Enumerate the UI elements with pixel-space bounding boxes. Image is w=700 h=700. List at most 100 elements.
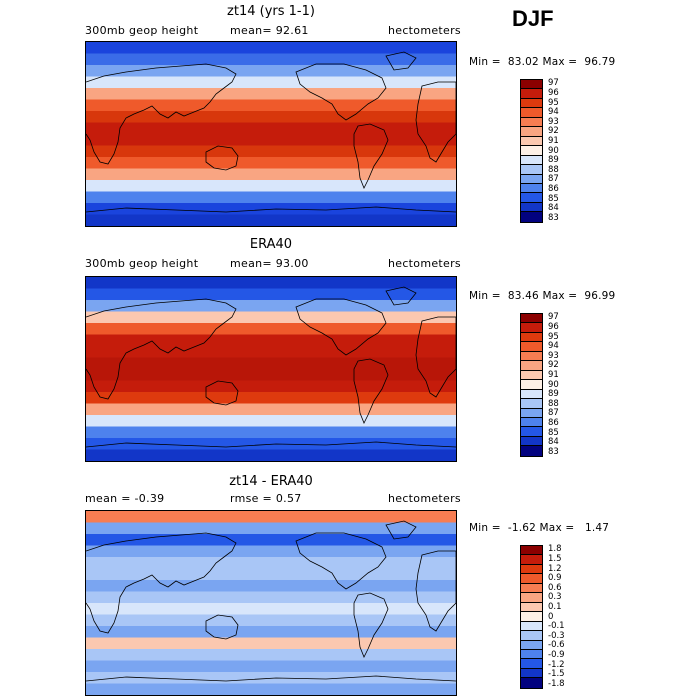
contour-band bbox=[86, 300, 456, 313]
colorbar-swatch bbox=[521, 380, 542, 390]
colorbar-tick-label: 92 bbox=[548, 360, 559, 371]
colorbar-tick-label: 91 bbox=[548, 369, 559, 380]
colorbar-tick-label: -1.8 bbox=[548, 678, 565, 689]
contour-band bbox=[86, 392, 456, 405]
colorbar-swatch bbox=[521, 668, 542, 679]
contour-band bbox=[86, 122, 456, 135]
colorbar-swatch bbox=[521, 323, 542, 333]
contour-band bbox=[86, 88, 456, 101]
contour-band bbox=[86, 369, 456, 382]
colorbar-tick-label: -1.2 bbox=[548, 659, 565, 670]
colorbar-swatch bbox=[521, 212, 542, 222]
colorbar-tick-label: 93 bbox=[548, 116, 559, 127]
colorbar-tick-label: 84 bbox=[548, 437, 559, 448]
colorbar-tick-label: 83 bbox=[548, 212, 559, 223]
contour-band bbox=[86, 334, 456, 347]
colorbar-tick-label: -0.9 bbox=[548, 649, 565, 660]
coastline bbox=[205, 145, 239, 171]
contour-band bbox=[86, 357, 456, 370]
contour-band bbox=[86, 614, 456, 627]
colorbar-swatch bbox=[521, 583, 542, 594]
contour-band bbox=[86, 145, 456, 158]
colorbar-swatch bbox=[521, 98, 542, 109]
coastline bbox=[295, 63, 387, 121]
colorbar-swatch bbox=[521, 351, 542, 362]
contour-band bbox=[86, 53, 456, 66]
coastline bbox=[415, 81, 456, 163]
contour-band bbox=[86, 42, 456, 55]
colorbar-swatch bbox=[521, 361, 542, 371]
contour-band bbox=[86, 111, 456, 124]
colorbar-swatch bbox=[521, 89, 542, 99]
colorbar-swatch bbox=[521, 564, 542, 575]
contour-band bbox=[86, 380, 456, 393]
colorbar-tick-label: -0.3 bbox=[548, 630, 565, 641]
colorbar-swatch bbox=[521, 314, 542, 324]
contour-band bbox=[86, 649, 456, 662]
colorbar-swatch bbox=[521, 165, 542, 175]
coastline bbox=[86, 298, 237, 400]
colorbar-tick-label: 88 bbox=[548, 398, 559, 409]
panel-2-title: ERA40 bbox=[249, 237, 293, 252]
contour-band bbox=[86, 591, 456, 604]
panel-3-rmse-label: rmse = 0.57 bbox=[230, 492, 302, 505]
contour-band bbox=[86, 311, 456, 324]
colorbar-tick-label: 89 bbox=[548, 389, 559, 400]
contour-band bbox=[86, 134, 456, 147]
coastline bbox=[415, 550, 456, 632]
coastline bbox=[205, 614, 239, 640]
colorbar-swatch bbox=[521, 136, 542, 147]
colorbar-tick-label: 95 bbox=[548, 97, 559, 108]
colorbar-tick-label: 85 bbox=[548, 427, 559, 438]
colorbar-tick-label: 0.9 bbox=[548, 573, 562, 584]
colorbar-tick-label: 94 bbox=[548, 341, 559, 352]
coastline bbox=[295, 532, 387, 590]
colorbar-swatch bbox=[521, 546, 542, 556]
contour-band bbox=[86, 76, 456, 89]
contour-band bbox=[86, 323, 456, 336]
colorbar-tick-label: 86 bbox=[548, 183, 559, 194]
panel-2-map bbox=[85, 276, 457, 462]
colorbar-swatch bbox=[521, 446, 542, 456]
coastline bbox=[353, 123, 389, 189]
colorbar-tick-label: 89 bbox=[548, 155, 559, 166]
coastline bbox=[385, 286, 417, 306]
colorbar-tick-label: 0.1 bbox=[548, 601, 562, 612]
colorbar-tick-label: 0.3 bbox=[548, 592, 562, 603]
colorbar-tick-label: 83 bbox=[548, 446, 559, 457]
colorbar-swatch bbox=[521, 574, 542, 584]
colorbar-swatch bbox=[521, 602, 542, 613]
contour-band bbox=[86, 545, 456, 558]
panel-3-colorbar bbox=[520, 545, 543, 689]
panel-3-map bbox=[85, 510, 457, 696]
colorbar-swatch bbox=[521, 417, 542, 428]
colorbar-swatch bbox=[521, 555, 542, 565]
colorbar-swatch bbox=[521, 174, 542, 184]
contour-band bbox=[86, 65, 456, 78]
contour-band bbox=[86, 534, 456, 547]
colorbar-swatch bbox=[521, 370, 542, 381]
colorbar-tick-label: 0.6 bbox=[548, 582, 562, 593]
contour-band bbox=[86, 191, 456, 204]
colorbar-swatch bbox=[521, 621, 542, 632]
colorbar-swatch bbox=[521, 389, 542, 400]
colorbar-tick-label: 85 bbox=[548, 193, 559, 204]
colorbar-tick-label: 90 bbox=[548, 379, 559, 390]
contour-band bbox=[86, 557, 456, 570]
contour-band bbox=[86, 288, 456, 301]
contour-band bbox=[86, 626, 456, 639]
colorbar-swatch bbox=[521, 678, 542, 688]
colorbar-tick-label: 90 bbox=[548, 145, 559, 156]
colorbar-tick-label: 0 bbox=[548, 611, 554, 622]
colorbar-swatch bbox=[521, 640, 542, 650]
colorbar-swatch bbox=[521, 202, 542, 213]
colorbar-swatch bbox=[521, 183, 542, 194]
colorbar-swatch bbox=[521, 593, 542, 603]
colorbar-swatch bbox=[521, 612, 542, 622]
colorbar-tick-label: 96 bbox=[548, 87, 559, 98]
coastline bbox=[385, 51, 417, 71]
colorbar-tick-label: 87 bbox=[548, 174, 559, 185]
coastline bbox=[385, 520, 417, 540]
contour-band bbox=[86, 660, 456, 673]
colorbar-tick-label: 88 bbox=[548, 164, 559, 175]
